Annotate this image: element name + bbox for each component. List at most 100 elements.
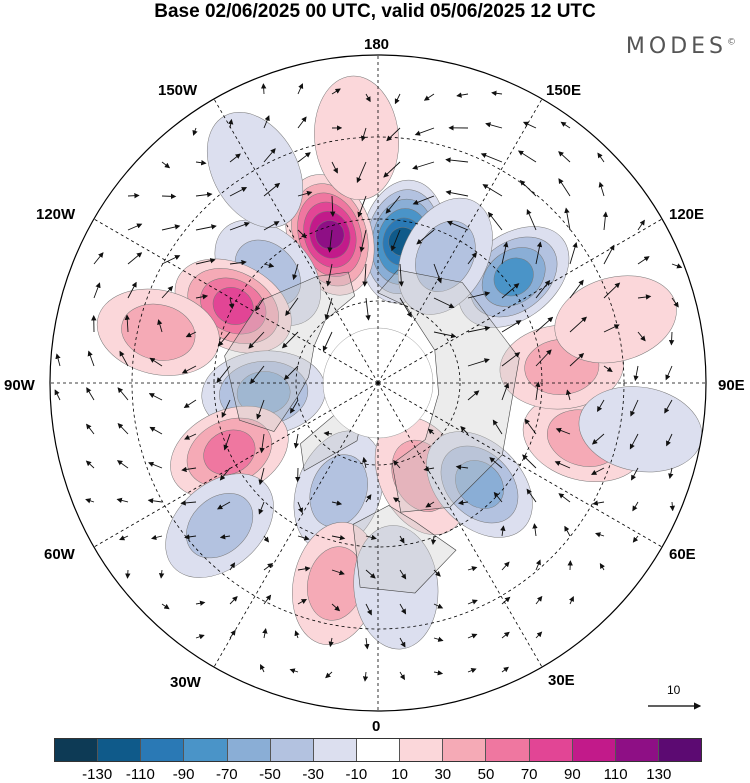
wind-vector (365, 297, 371, 321)
wind-vector (93, 252, 104, 265)
wind-vector (603, 244, 615, 265)
wind-vectors (54, 83, 683, 682)
lon-label-60w: 60W (44, 546, 75, 563)
wind-vector (637, 256, 650, 265)
wind-vector (491, 90, 503, 96)
wind-vector (117, 423, 129, 435)
wind-vector (467, 566, 478, 572)
wind-vector (399, 569, 407, 580)
colorbar-swatch (356, 739, 401, 761)
wind-vector (569, 279, 584, 299)
wind-vector (501, 283, 520, 299)
wind-vector (480, 152, 503, 163)
wind-vector (668, 467, 674, 479)
wind-vector (569, 316, 587, 333)
wind-vector (467, 252, 477, 265)
colorbar-tick-label: -30 (302, 766, 325, 783)
colorbar-swatch (658, 739, 702, 761)
wind-vector (399, 671, 405, 681)
wind-vector (263, 563, 274, 571)
wind-vector (281, 331, 299, 349)
meridian-line (213, 98, 379, 384)
wind-vector (569, 352, 585, 367)
wind-vector (55, 353, 61, 367)
colorbar (54, 738, 702, 762)
wind-vector (127, 192, 140, 199)
wind-vector (356, 161, 367, 184)
lon-label-90w: 90W (4, 377, 35, 394)
wind-vector (297, 229, 307, 239)
wind-vector (637, 219, 645, 231)
wind-vector (195, 634, 205, 640)
wind-vector (595, 532, 605, 538)
wind-vector (125, 569, 131, 579)
wind-vector (558, 178, 571, 197)
lon-label-120e: 120E (669, 206, 705, 223)
wind-vector (158, 569, 165, 579)
wind-vector (116, 497, 129, 504)
colorbar-tick-label: -10 (345, 766, 368, 783)
wind-vector (229, 221, 250, 231)
wind-vector (560, 121, 571, 129)
wind-vector (148, 461, 163, 469)
wind-vector (666, 433, 673, 447)
wind-vector (331, 534, 346, 541)
wind-vector (195, 294, 209, 300)
wind-vector (228, 297, 234, 310)
wind-vector (569, 242, 578, 265)
wind-vector (359, 229, 367, 253)
wind-vector (398, 263, 404, 287)
wind-vector (258, 467, 265, 486)
wind-vector (127, 252, 143, 265)
wind-vector (482, 184, 503, 197)
colorbar-swatch (55, 739, 99, 761)
wind-vector (535, 241, 543, 265)
wind-vector (283, 365, 299, 381)
wind-vector (485, 122, 503, 129)
wind-vector (501, 631, 510, 639)
wind-vector (119, 535, 129, 541)
wind-vector (360, 127, 367, 142)
wind-vector (255, 297, 265, 312)
wind-vector (161, 603, 170, 610)
wind-vector (151, 534, 163, 541)
wind-vector (399, 535, 405, 544)
wind-vector (433, 670, 444, 676)
meridian-line (377, 382, 663, 548)
wind-vector (297, 566, 311, 572)
colorbar-tick-label: 10 (391, 766, 408, 783)
wind-vector (414, 127, 435, 136)
graticule (50, 55, 706, 711)
colorbar-swatch (270, 739, 314, 761)
wind-vector (362, 456, 368, 469)
wind-vector (229, 187, 248, 197)
colorbar-swatch (141, 739, 185, 761)
colorbar-swatch (184, 739, 228, 761)
wind-vector (501, 561, 510, 571)
wind-vector (445, 157, 469, 163)
wind-vector (637, 331, 646, 342)
wind-vector (535, 631, 543, 639)
wind-vector (324, 297, 333, 320)
wind-vector (526, 488, 537, 503)
wind-vector (297, 116, 307, 129)
wind-vector (263, 535, 270, 543)
wind-vector (487, 211, 503, 231)
wind-vector (365, 534, 377, 541)
wind-vector (216, 365, 231, 384)
wind-vector (433, 263, 442, 284)
wind-vector (671, 263, 683, 269)
wind-vector (501, 382, 510, 401)
wind-vector (185, 331, 197, 338)
wind-vector (263, 594, 272, 605)
lon-label-0: 0 (372, 718, 381, 735)
wind-vector (632, 535, 639, 543)
wind-vector (445, 190, 469, 197)
wind-vector (489, 457, 503, 469)
wind-vector (393, 460, 401, 469)
meridian-line (213, 382, 379, 668)
wind-vector (161, 193, 177, 200)
wind-vector (526, 208, 537, 231)
wind-vector (327, 229, 333, 253)
colorbar-tick-label: 70 (520, 766, 538, 783)
